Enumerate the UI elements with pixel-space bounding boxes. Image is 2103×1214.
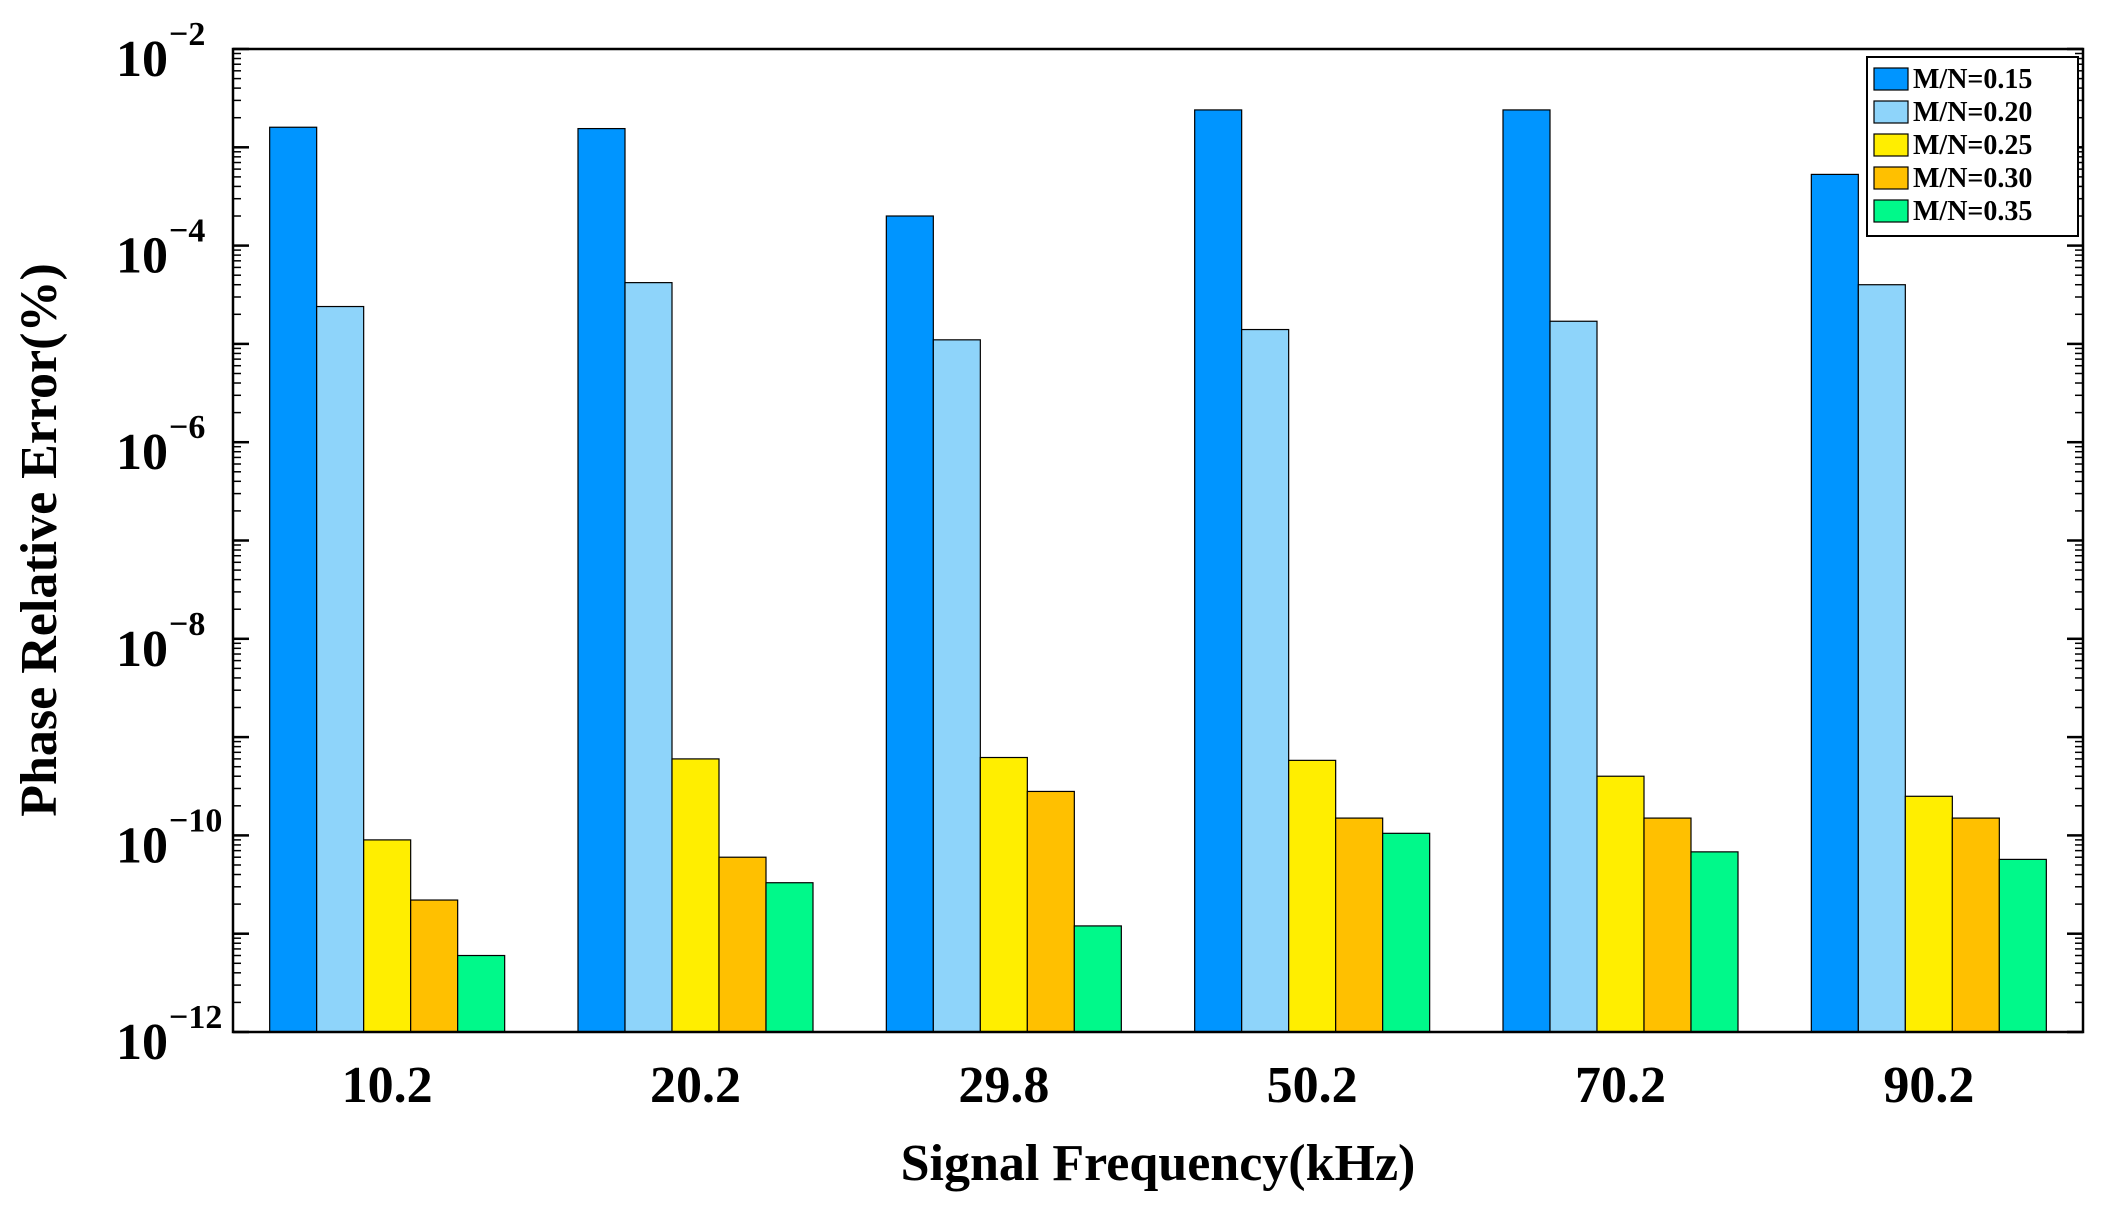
plot-background (233, 49, 2083, 1032)
bar-70.2-series-4 (1643, 817, 1692, 1033)
y-axis-title: Phase Relative Error(%) (11, 263, 68, 817)
bars-group (269, 109, 2047, 1033)
y-tick-base: 10 (116, 424, 168, 481)
bar-10.2-series-4 (410, 899, 459, 1033)
bar-29.8-series-4 (1026, 790, 1075, 1033)
bar-20.2-series-3 (671, 758, 720, 1033)
bar-50.2-series-2 (1241, 328, 1290, 1033)
legend-swatch (1873, 199, 1909, 223)
y-tick-label: 10 −4 (116, 213, 205, 285)
legend-label: M/N=0.30 (1913, 163, 2032, 194)
x-tick-label: 10.2 (342, 1057, 433, 1114)
y-tick-label: 10 −12 (116, 999, 222, 1071)
y-tick-exponent: −12 (169, 999, 222, 1036)
legend-swatch (1873, 133, 1909, 157)
bar-70.2-series-3 (1596, 775, 1645, 1033)
bar-50.2-series-4 (1335, 817, 1384, 1033)
bar-90.2-series-1 (1810, 173, 1859, 1033)
x-tick-label: 50.2 (1267, 1057, 1358, 1114)
legend-swatch (1873, 100, 1909, 124)
x-tick-labels: 10.2 20.2 29.8 50.2 70.2 90.2 (342, 1057, 1975, 1114)
legend-label: M/N=0.15 (1913, 64, 2032, 95)
legend: M/N=0.15M/N=0.20M/N=0.25M/N=0.30M/N=0.35 (1866, 56, 2079, 237)
bar-20.2-series-5 (765, 882, 814, 1033)
bar-50.2-series-5 (1382, 832, 1431, 1033)
bar-29.8-series-1 (885, 215, 934, 1033)
y-tick-base: 10 (116, 817, 168, 874)
bar-10.2-series-5 (457, 954, 506, 1033)
bar-90.2-series-3 (1904, 795, 1953, 1033)
bar-90.2-series-2 (1857, 284, 1906, 1033)
bar-20.2-series-4 (718, 856, 767, 1033)
bar-90.2-series-4 (1951, 817, 2000, 1033)
legend-swatch (1873, 67, 1909, 91)
bar-70.2-series-5 (1690, 851, 1739, 1033)
x-tick-label: 20.2 (650, 1057, 741, 1114)
y-tick-label: 10 −2 (116, 16, 205, 88)
bar-20.2-series-1 (577, 127, 626, 1033)
bar-10.2-series-1 (269, 126, 318, 1033)
y-tick-exponent: −2 (169, 16, 205, 53)
axes-group (231, 47, 2085, 1034)
legend-label: M/N=0.25 (1913, 130, 2032, 161)
legend-label: M/N=0.20 (1913, 97, 2032, 128)
y-tick-label: 10 −8 (116, 606, 205, 678)
bar-20.2-series-2 (624, 282, 673, 1033)
y-tick-label: 10 −6 (116, 409, 205, 481)
legend-label: M/N=0.35 (1913, 196, 2032, 227)
bar-70.2-series-2 (1549, 320, 1598, 1033)
bar-50.2-series-1 (1194, 109, 1243, 1033)
bar-10.2-series-2 (316, 305, 365, 1033)
bar-50.2-series-3 (1288, 759, 1337, 1033)
bar-90.2-series-5 (1998, 858, 2047, 1033)
y-tick-label: 10 −10 (116, 802, 222, 874)
y-tick-base: 10 (116, 621, 168, 678)
bar-29.8-series-2 (932, 339, 981, 1033)
y-tick-exponent: −8 (169, 606, 205, 643)
y-tick-exponent: −10 (169, 802, 222, 839)
bar-29.8-series-5 (1073, 925, 1122, 1033)
bar-29.8-series-3 (979, 756, 1028, 1033)
bar-10.2-series-3 (363, 839, 412, 1033)
y-tick-base: 10 (116, 228, 168, 285)
y-tick-exponent: −4 (169, 213, 205, 250)
plot-area (233, 49, 2083, 1032)
y-tick-base: 10 (116, 1014, 168, 1071)
x-tick-label: 90.2 (1883, 1057, 1974, 1114)
y-tick-exponent: −6 (169, 409, 205, 446)
x-tick-label: 70.2 (1575, 1057, 1666, 1114)
bar-70.2-series-1 (1502, 109, 1551, 1033)
x-axis-title: Signal Frequency(kHz) (901, 1135, 1416, 1192)
x-tick-label: 29.8 (958, 1057, 1049, 1114)
legend-swatch (1873, 166, 1909, 190)
y-tick-base: 10 (116, 31, 168, 88)
